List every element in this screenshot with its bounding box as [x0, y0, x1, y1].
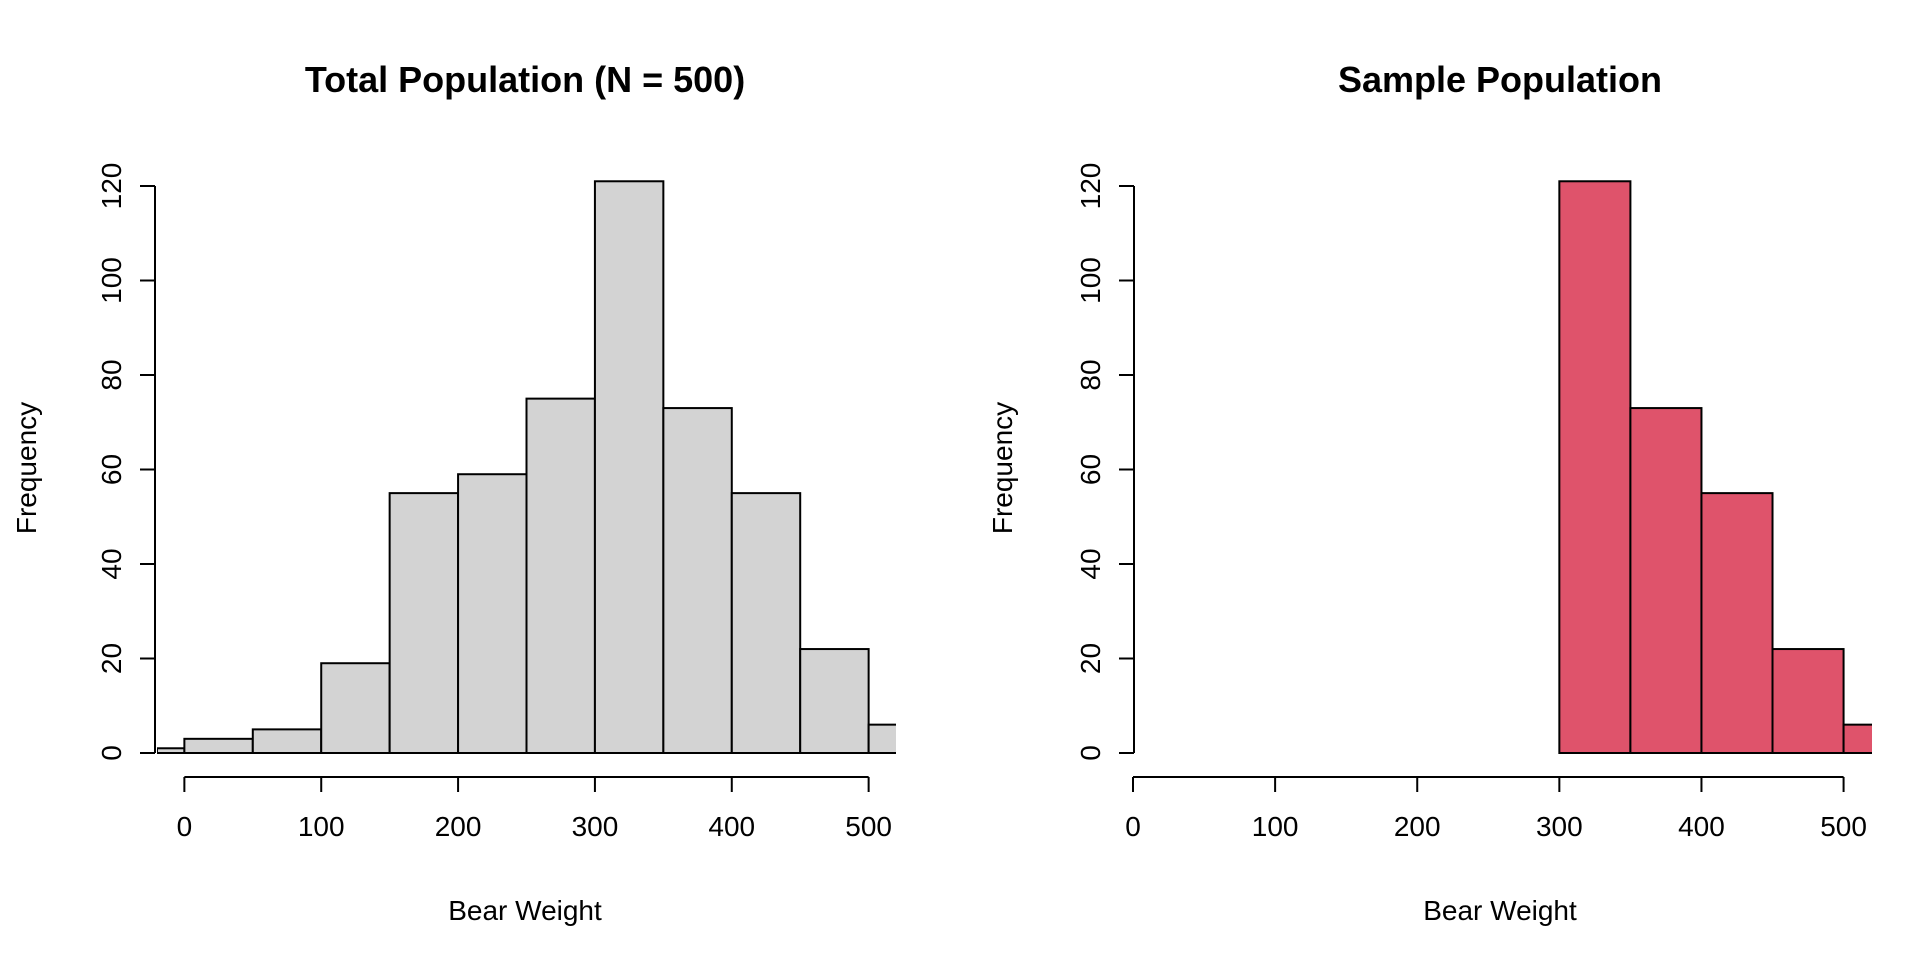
histogram-bar	[183, 737, 254, 755]
y-tick-label: 40	[96, 548, 127, 579]
x-tick-label: 0	[177, 811, 193, 842]
axes: 0 100 200 300 400 500 0 20 40 60 80 100 120	[96, 163, 892, 842]
y-tick-label: 100	[1075, 257, 1106, 304]
y-tick-label: 120	[1075, 163, 1106, 210]
x-axis-label: Bear Weight	[1423, 895, 1577, 926]
chart-title: Sample Population	[1338, 59, 1662, 100]
y-tick-label: 100	[96, 257, 127, 304]
histogram-bar	[1700, 492, 1774, 754]
x-tick-label: 200	[435, 811, 482, 842]
y-tick-label: 60	[1075, 454, 1106, 485]
histogram-bar	[320, 662, 391, 754]
y-tick-label: 120	[96, 163, 127, 210]
histogram-bar	[157, 747, 186, 755]
bars	[1558, 180, 1872, 755]
bars	[157, 180, 896, 755]
histogram-bar	[1771, 648, 1845, 754]
y-tick-label: 20	[96, 643, 127, 674]
histogram-bar	[1629, 407, 1703, 754]
y-axis-label: Frequency	[987, 402, 1018, 534]
histogram-bar	[525, 397, 596, 754]
histogram-bar	[457, 473, 528, 754]
axes: 0 100 200 300 400 500 0 20 40 60 80 100 120	[1075, 163, 1867, 842]
y-tick-label: 80	[96, 359, 127, 390]
x-tick-label: 200	[1394, 811, 1441, 842]
x-tick-label: 500	[845, 811, 892, 842]
panel-sample-population: Sample Population Bear Weight Frequency …	[987, 59, 1872, 926]
y-tick-label: 40	[1075, 548, 1106, 579]
y-tick-label: 60	[96, 454, 127, 485]
histogram-bar	[251, 728, 323, 754]
histogram-bar	[730, 492, 802, 754]
y-tick-label: 20	[1075, 643, 1106, 674]
chart-title: Total Population (N = 500)	[305, 59, 745, 100]
histogram-bar	[867, 723, 896, 755]
y-tick-label: 0	[96, 745, 127, 761]
histogram-bar	[388, 492, 460, 754]
x-tick-label: 0	[1125, 811, 1141, 842]
y-axis-label: Frequency	[11, 402, 42, 534]
y-tick-label: 0	[1075, 745, 1106, 761]
x-tick-label: 500	[1820, 811, 1867, 842]
x-tick-label: 100	[1252, 811, 1299, 842]
x-tick-label: 400	[708, 811, 755, 842]
histogram-bar	[1842, 723, 1872, 755]
x-tick-label: 300	[1536, 811, 1583, 842]
histogram-bar	[662, 407, 733, 754]
x-tick-label: 300	[572, 811, 619, 842]
histogram-bar	[799, 648, 870, 754]
y-tick-label: 80	[1075, 359, 1106, 390]
panel-total-population: Total Population (N = 500) Bear Weight F…	[11, 59, 896, 926]
histogram-bar	[593, 180, 665, 754]
x-tick-label: 100	[298, 811, 345, 842]
x-tick-label: 400	[1678, 811, 1725, 842]
x-axis-label: Bear Weight	[448, 895, 602, 926]
histogram-bar	[1558, 180, 1632, 754]
